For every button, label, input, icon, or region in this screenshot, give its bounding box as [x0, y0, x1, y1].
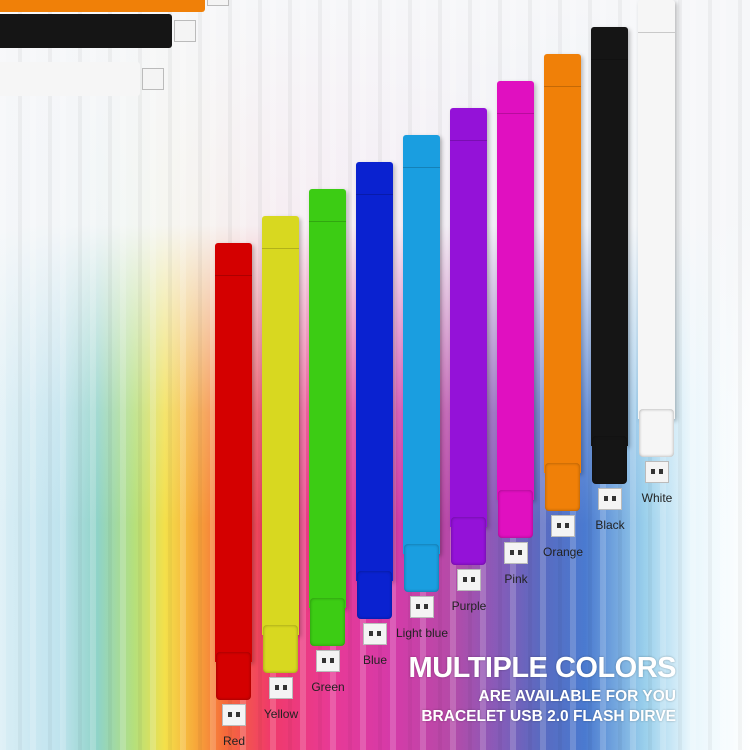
usb-connector-icon — [363, 623, 387, 645]
headline-title: MULTIPLE COLORS — [408, 652, 677, 684]
color-label: Black — [595, 518, 625, 532]
bracelet-light-blue — [403, 135, 440, 554]
usb-connector-icon — [457, 569, 481, 591]
bracelet-cap — [451, 517, 486, 565]
usb-connector-icon — [207, 0, 229, 6]
bracelet-cap — [357, 571, 392, 619]
usb-connector-icon — [645, 461, 669, 483]
top-bracelet — [0, 14, 172, 48]
bracelet-cap — [498, 490, 533, 538]
usb-connector-icon — [551, 515, 575, 537]
bracelet-black — [591, 27, 628, 446]
color-label: Blue — [362, 653, 388, 667]
bracelet-cap — [639, 409, 674, 457]
bracelet-yellow — [262, 216, 299, 635]
color-label: Pink — [504, 572, 528, 586]
color-label: Purple — [451, 599, 487, 613]
usb-connector-icon — [222, 704, 246, 726]
color-label: Green — [311, 680, 345, 694]
bracelet-cap — [263, 625, 298, 673]
bracelet-green — [309, 189, 346, 608]
color-label: Orange — [542, 545, 584, 559]
usb-connector-icon — [269, 677, 293, 699]
usb-connector-icon — [316, 650, 340, 672]
bracelet-cap — [404, 544, 439, 592]
color-label: Light blue — [395, 626, 449, 640]
bracelet-purple — [450, 108, 487, 527]
bracelet-white — [638, 0, 675, 419]
usb-connector-icon — [174, 20, 196, 42]
usb-connector-icon — [142, 68, 164, 90]
color-label: Yellow — [263, 707, 299, 721]
top-bracelet — [0, 0, 205, 12]
bracelet-orange — [544, 54, 581, 473]
color-label: Red — [222, 734, 246, 748]
headline-product: BRACELET USB 2.0 FLASH DIRVE — [421, 708, 676, 725]
bracelet-cap — [592, 436, 627, 484]
usb-connector-icon — [598, 488, 622, 510]
headline-subtitle: ARE AVAILABLE FOR YOU — [478, 688, 677, 705]
usb-connector-icon — [504, 542, 528, 564]
top-bracelet — [0, 62, 140, 96]
bracelet-cap — [545, 463, 580, 511]
bracelet-blue — [356, 162, 393, 581]
bracelet-cap — [310, 598, 345, 646]
bracelet-cap — [216, 652, 251, 700]
color-label: White — [641, 491, 673, 505]
bracelet-pink — [497, 81, 534, 500]
bracelet-red — [215, 243, 252, 662]
usb-connector-icon — [410, 596, 434, 618]
